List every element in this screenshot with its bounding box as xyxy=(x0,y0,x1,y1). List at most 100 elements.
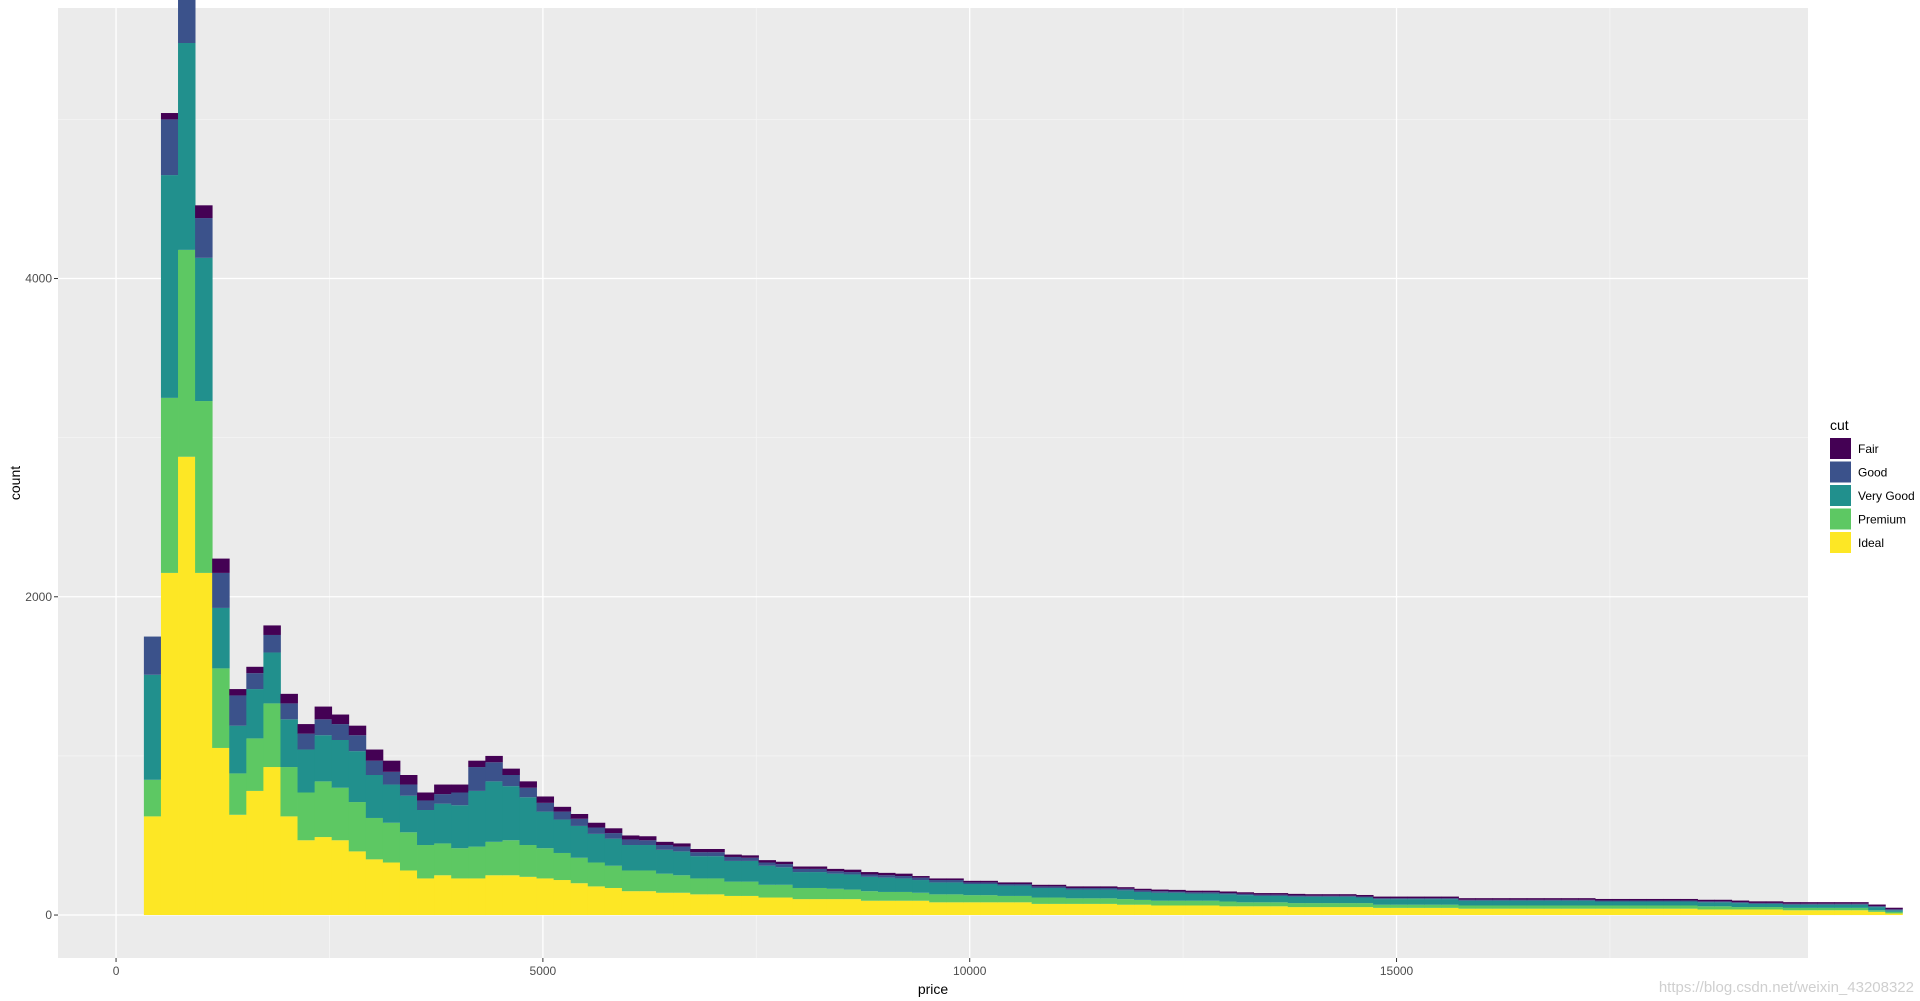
bar-segment-premium xyxy=(792,887,811,900)
bar-segment-good xyxy=(1834,903,1852,905)
bar-segment-ideal xyxy=(1287,907,1306,916)
bar-segment-ideal xyxy=(912,900,930,916)
bar-segment-ideal xyxy=(1782,910,1801,916)
bar-segment-very-good xyxy=(1321,896,1340,904)
bar-segment-fair xyxy=(1117,887,1135,889)
bar-segment-ideal xyxy=(1560,908,1579,916)
bar-segment-ideal xyxy=(1492,908,1511,916)
bar-segment-ideal xyxy=(860,900,879,916)
bar-segment-premium xyxy=(1031,897,1050,904)
bar-segment-fair xyxy=(1782,902,1801,904)
bar-segment-very-good xyxy=(1219,894,1237,902)
bar-segment-good xyxy=(1731,902,1750,904)
bar-segment-very-good xyxy=(1458,900,1476,906)
bar-segment-premium xyxy=(912,892,930,901)
bar-segment-premium xyxy=(417,845,435,879)
bar-segment-fair xyxy=(1356,894,1374,897)
bar-segment-premium xyxy=(1629,905,1647,909)
bar-segment-ideal xyxy=(297,840,316,916)
bar-segment-ideal xyxy=(1151,905,1169,916)
bar-segment-good xyxy=(792,868,811,873)
x-tick-label: 10000 xyxy=(953,964,987,978)
x-axis-title: price xyxy=(918,981,949,997)
bar-segment-good xyxy=(912,877,930,881)
bar-segment-good xyxy=(178,0,196,44)
bar-segment-very-good xyxy=(1646,901,1664,906)
bar-segment-ideal xyxy=(399,870,418,916)
bar-segment-very-good xyxy=(195,257,213,402)
bar-segment-premium xyxy=(621,870,640,892)
bar-segment-good xyxy=(1560,899,1579,901)
bar-segment-fair xyxy=(980,880,998,883)
bar-segment-ideal xyxy=(1646,908,1664,916)
bar-segment-premium xyxy=(1014,895,1033,903)
bar-segment-fair xyxy=(1458,898,1476,900)
bar-segment-very-good xyxy=(741,860,759,882)
bar-segment-premium xyxy=(1270,902,1289,907)
bar-segment-fair xyxy=(1560,898,1579,900)
bar-segment-very-good xyxy=(1885,910,1903,912)
bar-segment-very-good xyxy=(1543,900,1562,906)
grid-minor xyxy=(58,8,1808,958)
bar-segment-fair xyxy=(1270,893,1289,895)
bar-segment-ideal xyxy=(1885,913,1903,916)
bar-segment-very-good xyxy=(1680,901,1698,906)
bar-segment-fair xyxy=(468,760,486,768)
bar-segment-fair xyxy=(1663,898,1681,901)
bar-segment-ideal xyxy=(451,878,469,916)
bar-segment-premium xyxy=(195,401,213,573)
bar-segment-ideal xyxy=(673,892,691,916)
bar-segment-very-good xyxy=(1134,891,1152,900)
bar-segment-ideal xyxy=(724,895,742,916)
bar-segment-fair xyxy=(1714,899,1733,902)
bar-segment-ideal xyxy=(809,899,828,916)
bar-segment-good xyxy=(1236,893,1255,896)
bar-segment-very-good xyxy=(980,884,998,896)
bar-segment-premium xyxy=(1236,902,1255,907)
legend-key-good xyxy=(1830,461,1851,483)
bar-segment-fair xyxy=(604,828,623,834)
bar-segment-fair xyxy=(621,835,640,840)
bar-segment-good xyxy=(1492,899,1511,901)
bar-segment-premium xyxy=(451,848,469,879)
bar-segment-fair xyxy=(929,878,947,881)
bar-segment-good xyxy=(963,882,981,885)
bar-segment-good xyxy=(1748,902,1767,904)
bar-segment-premium xyxy=(263,703,281,768)
bar-segment-fair xyxy=(280,693,298,704)
bar-segment-good xyxy=(1765,902,1784,904)
bar-segment-premium xyxy=(1424,904,1442,908)
bar-segment-ideal xyxy=(707,894,725,916)
bar-segment-very-good xyxy=(570,825,589,858)
bar-segment-fair xyxy=(912,876,930,878)
bar-segment-fair xyxy=(878,872,896,876)
bar-segment-ideal xyxy=(895,900,913,916)
bar-segment-premium xyxy=(1646,905,1664,909)
bar-segment-good xyxy=(929,880,947,883)
bar-segment-fair xyxy=(1509,898,1528,900)
bar-segment-very-good xyxy=(1834,904,1852,908)
bar-segment-premium xyxy=(980,895,998,903)
bar-segment-premium xyxy=(604,865,623,888)
bar-segment-fair xyxy=(229,689,247,696)
bar-segment-very-good xyxy=(604,838,623,866)
legend-title: cut xyxy=(1830,417,1849,433)
bar-segment-fair xyxy=(1390,896,1408,899)
bar-segment-good xyxy=(1629,900,1647,902)
bar-segment-fair xyxy=(1014,882,1033,885)
bar-segment-very-good xyxy=(1560,900,1579,906)
bar-segment-ideal xyxy=(434,875,452,916)
bar-segment-very-good xyxy=(878,877,896,892)
bar-segment-premium xyxy=(1663,905,1681,909)
bar-segment-ideal xyxy=(1065,903,1084,916)
bar-segment-ideal xyxy=(1629,908,1647,916)
bar-segment-premium xyxy=(724,881,742,896)
bar-segment-very-good xyxy=(1151,892,1169,901)
bar-segment-ideal xyxy=(502,875,520,916)
y-axis-ticks: 0 2000 4000 xyxy=(25,272,58,922)
bar-segment-fair xyxy=(417,792,435,801)
bar-segment-ideal xyxy=(980,902,998,916)
bar-segment-very-good xyxy=(434,803,452,844)
bar-segment-good xyxy=(280,703,298,720)
bar-segment-good xyxy=(1185,892,1203,894)
